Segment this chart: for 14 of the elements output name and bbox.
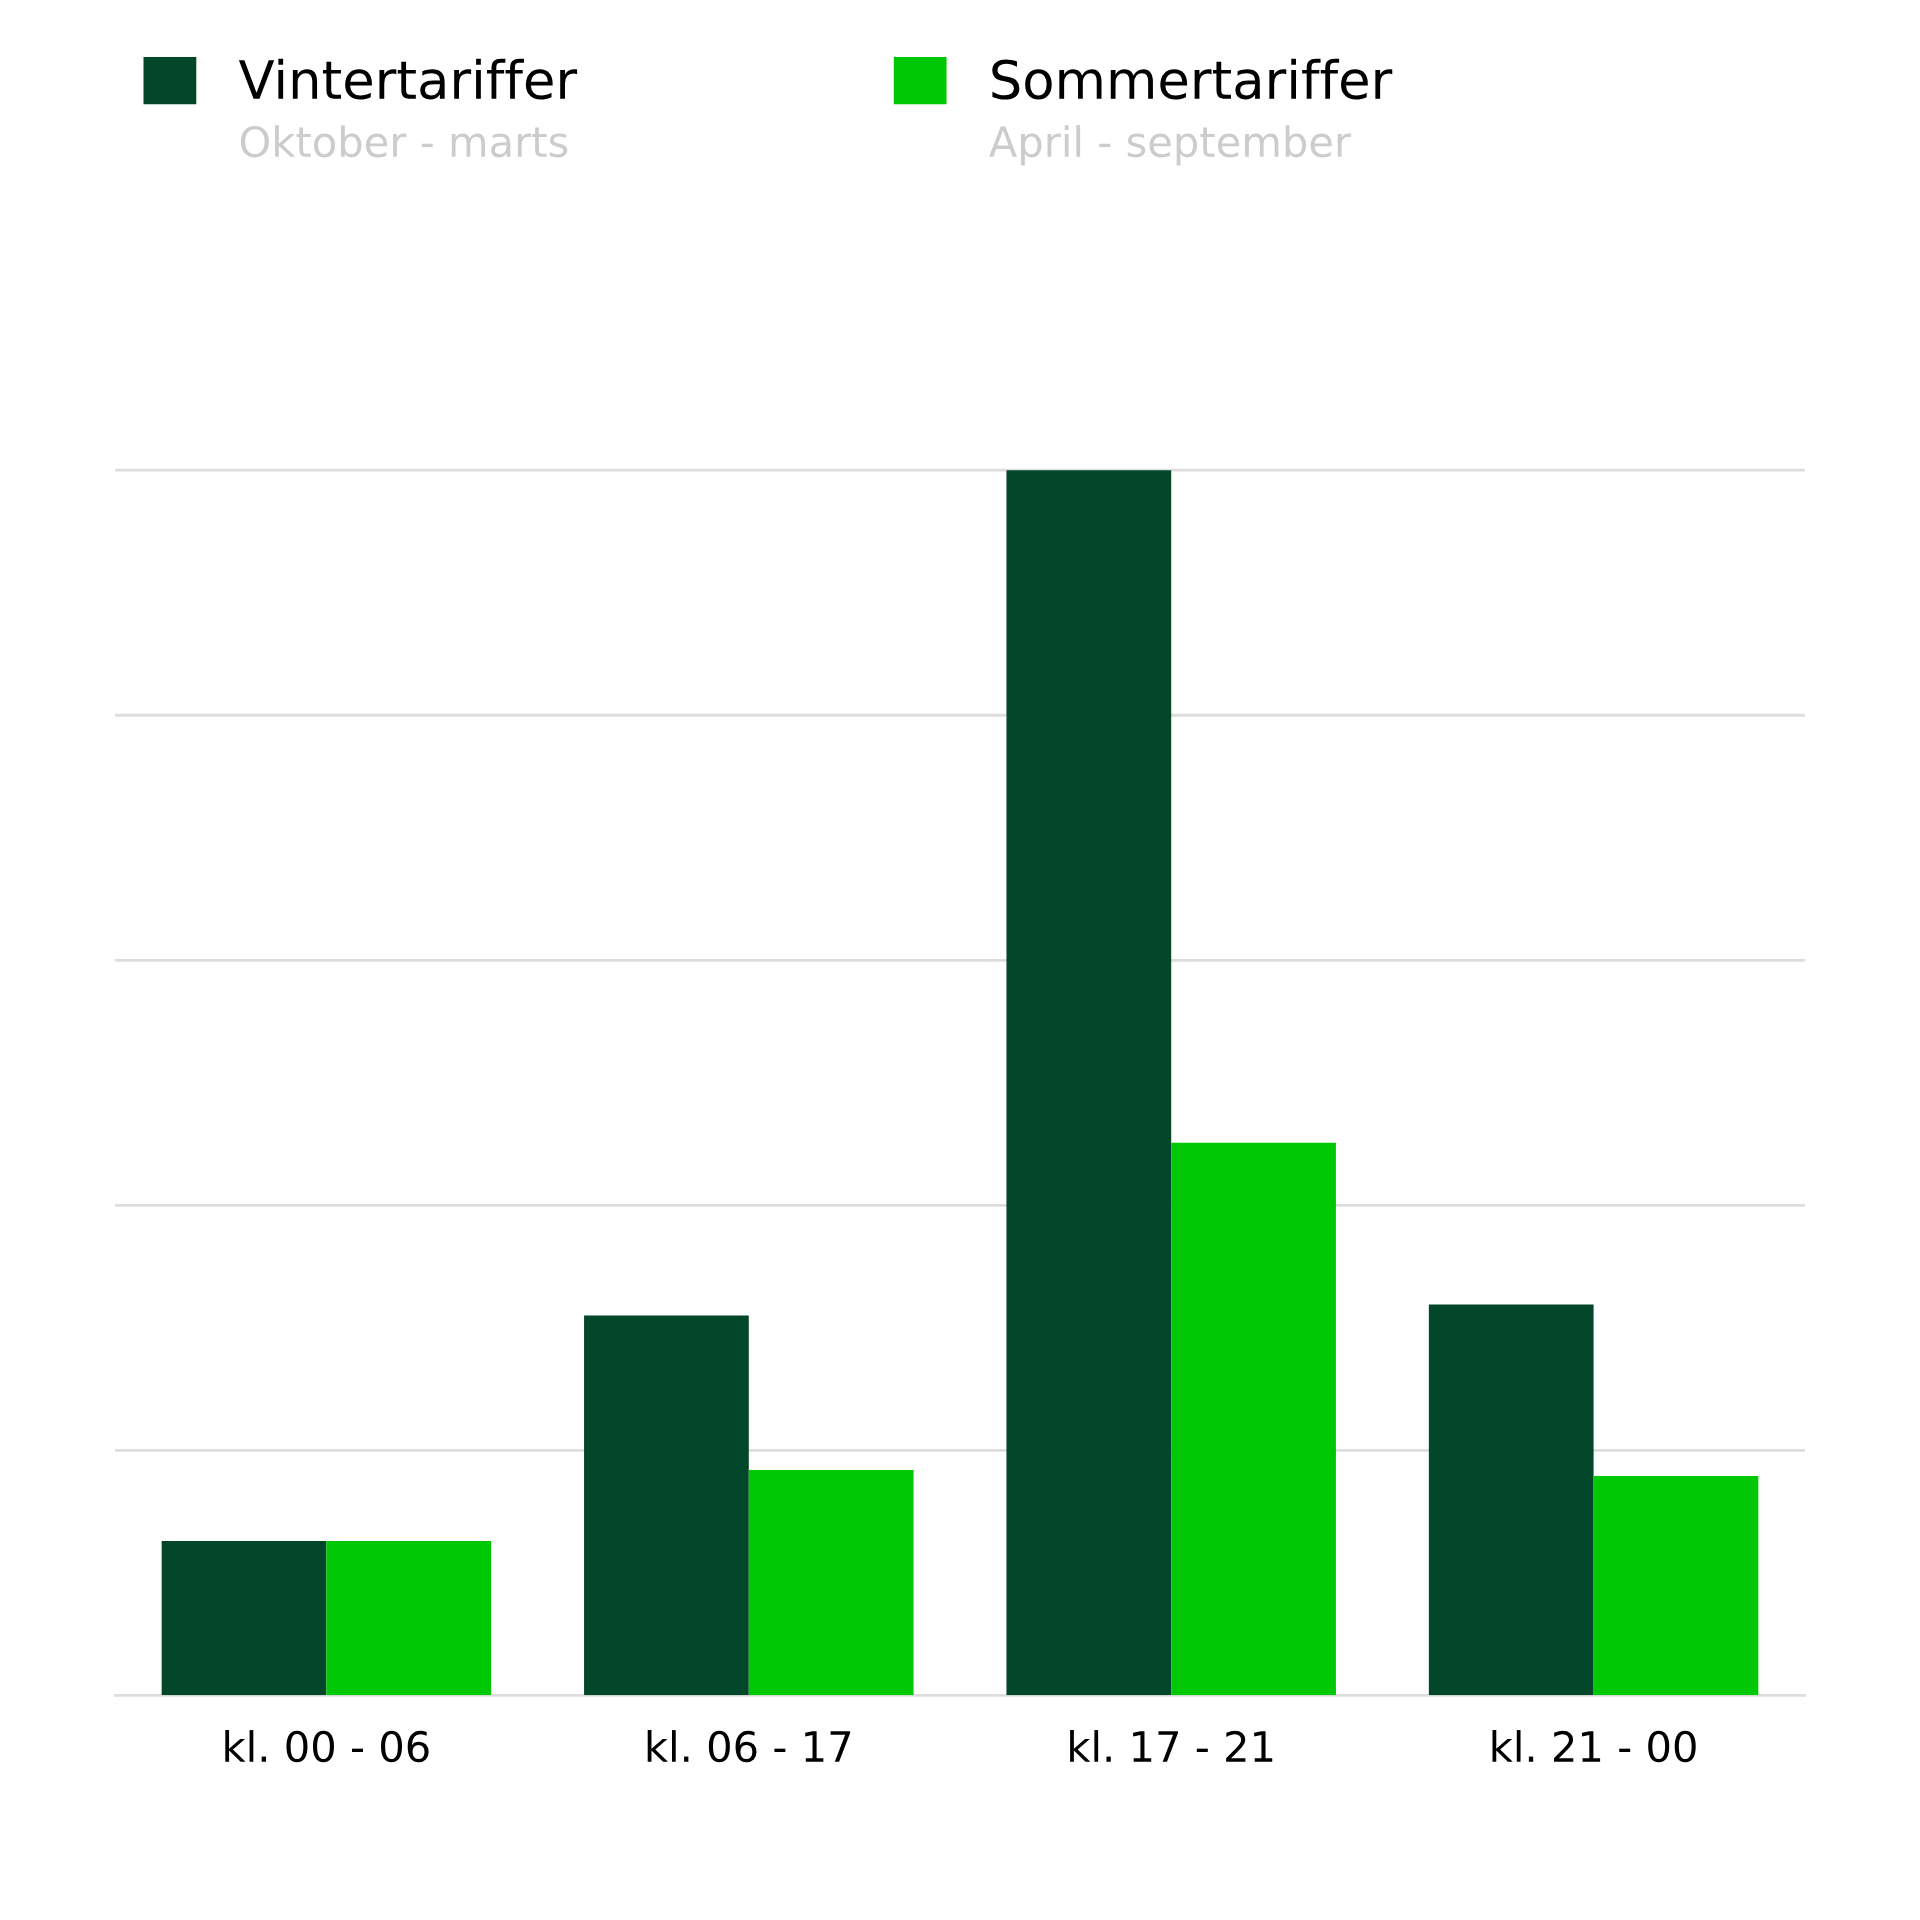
x-tick-label: kl. 21 - 00 — [1492, 1730, 1696, 1763]
bar — [584, 1315, 749, 1696]
x-tick-label: kl. 17 - 21 — [1070, 1730, 1273, 1762]
bar — [1006, 470, 1172, 1696]
bar — [1171, 1142, 1336, 1696]
legend-label: Sommertariffer — [992, 58, 1393, 100]
bar — [326, 1540, 492, 1696]
bar — [1428, 1304, 1594, 1696]
bar — [161, 1540, 327, 1696]
x-tick-label: kl. 06 - 17 — [647, 1730, 851, 1763]
x-tick-label: kl. 00 - 06 — [225, 1730, 429, 1763]
legend-label: Vintertariffer — [238, 58, 578, 100]
bar — [1593, 1476, 1759, 1696]
bar — [748, 1469, 914, 1696]
